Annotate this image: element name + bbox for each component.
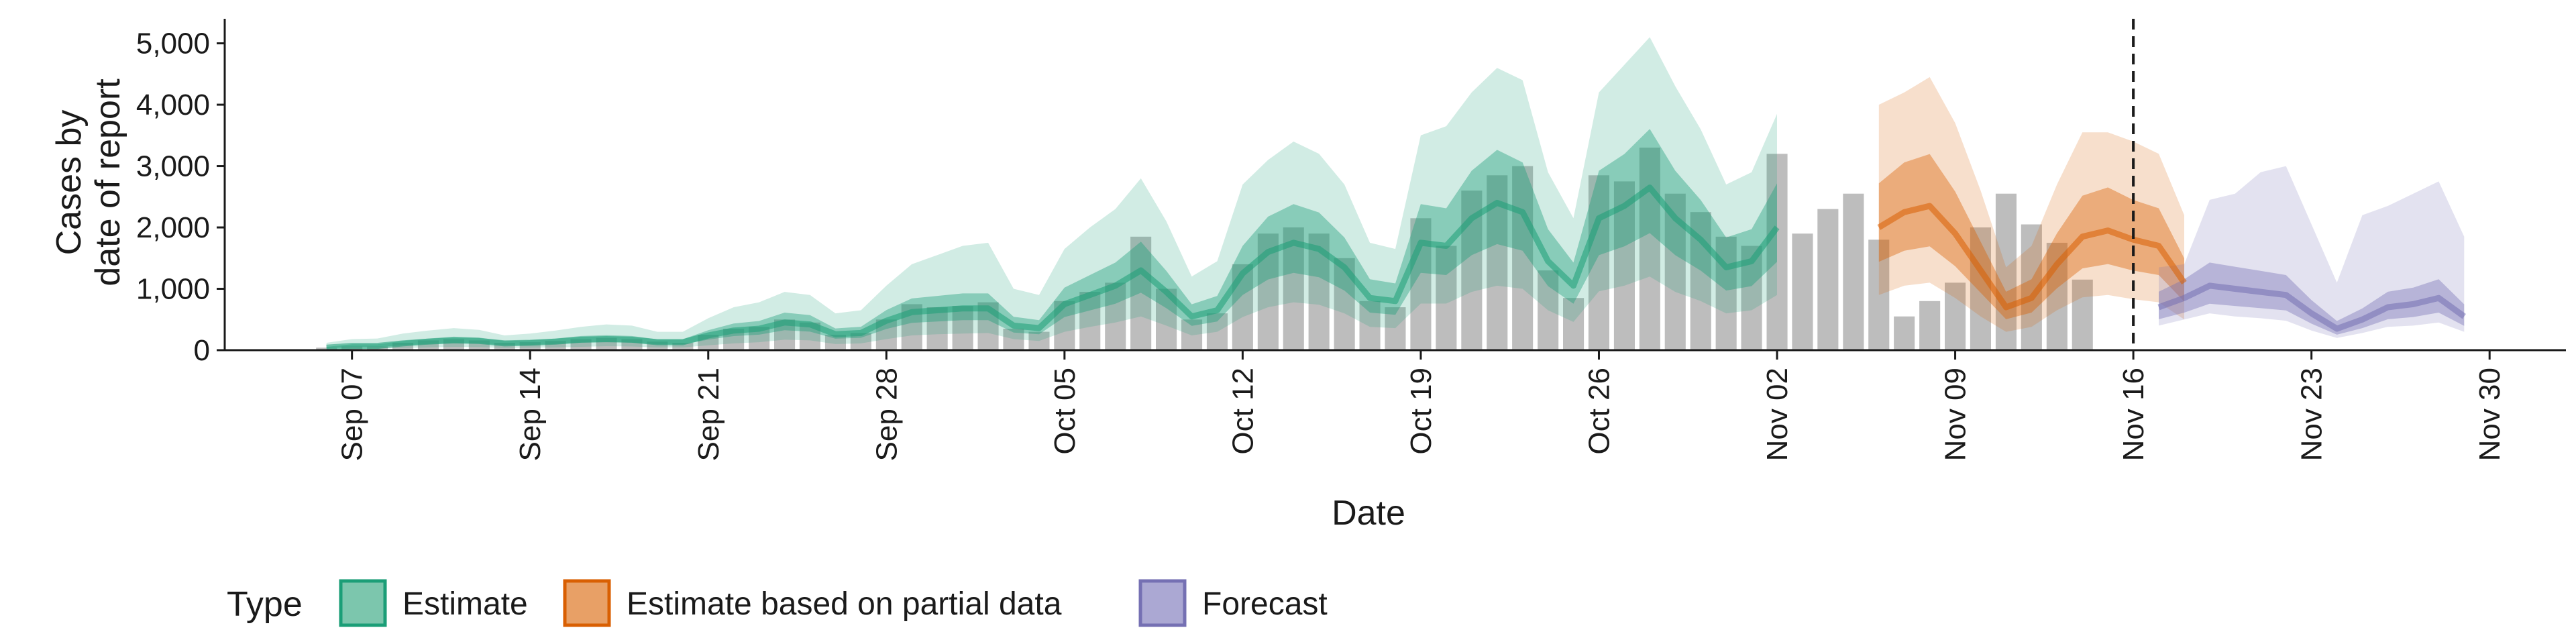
legend-swatch-partial	[563, 579, 611, 627]
legend-label-estimate: Estimate	[402, 586, 528, 622]
observed-bar	[494, 343, 515, 350]
observed-bar	[1843, 193, 1864, 350]
y-tick-label: 0	[194, 334, 210, 367]
y-tick-label: 1,000	[136, 273, 210, 306]
observed-bar	[952, 306, 973, 350]
observed-bar	[1028, 331, 1050, 350]
legend: Type Estimate Estimate based on partial da…	[227, 579, 1328, 627]
x-tick-label: Sep 21	[692, 368, 725, 461]
observed-bar	[824, 335, 846, 350]
y-axis-title: Cases bydate of report	[50, 78, 127, 286]
y-tick-label: 4,000	[136, 89, 210, 121]
x-tick-label: Nov 02	[1761, 368, 1794, 461]
forecast-inner-band	[2159, 262, 2465, 335]
observed-bar	[1919, 301, 1941, 350]
observed-bar	[926, 307, 948, 350]
y-axis-title-line: date of report	[89, 78, 127, 286]
observed-bar	[1003, 329, 1024, 350]
observed-bars	[316, 148, 2093, 351]
observed-bar	[1538, 270, 1559, 350]
observed-bar	[672, 343, 694, 350]
observed-bar	[1792, 233, 1813, 350]
median-lines	[326, 184, 2466, 351]
observed-bar	[1995, 193, 2017, 350]
x-tick-label: Nov 16	[2117, 368, 2150, 461]
x-tick-label: Sep 14	[514, 368, 547, 461]
legend-swatch-estimate	[339, 579, 387, 627]
observed-bar	[1079, 292, 1101, 350]
observed-bar	[1105, 282, 1126, 350]
y-axis-title-line: Cases by	[50, 110, 89, 256]
partial-outer-band	[1878, 76, 2184, 332]
x-axis-title: Date	[1332, 494, 1405, 533]
observed-bar	[1181, 319, 1203, 350]
forecast-outer-band	[2159, 166, 2465, 338]
partial-inner-band	[1878, 154, 2184, 319]
observed-bar	[392, 343, 414, 350]
observed-bar	[1945, 282, 1966, 350]
x-tick-label: Nov 23	[2296, 368, 2328, 461]
legend-label-forecast: Forecast	[1202, 586, 1328, 622]
observed-bar	[1588, 175, 1609, 350]
x-tick-label: Nov 09	[1939, 368, 1972, 461]
estimate-median-line	[326, 184, 1780, 351]
x-tick-label: Oct 19	[1405, 368, 1438, 455]
observed-bar	[1512, 166, 1534, 350]
x-tick-label: Oct 26	[1582, 368, 1615, 455]
x-tick-label: Oct 12	[1226, 368, 1259, 455]
partial-median-line	[1877, 203, 2187, 311]
observed-bar	[1359, 301, 1381, 350]
observed-bar	[1868, 239, 1890, 350]
x-tick-label: Sep 07	[336, 368, 369, 461]
x-tick-label: Nov 30	[2473, 368, 2506, 461]
observed-bar	[2072, 279, 2093, 350]
observed-bar	[1970, 227, 1991, 350]
legend-title: Type	[227, 585, 303, 624]
observed-bar	[1436, 246, 1457, 350]
y-tick-label: 2,000	[136, 211, 210, 244]
observed-bar	[1766, 154, 1788, 351]
observed-bar	[1817, 209, 1839, 350]
observed-bar	[1206, 313, 1228, 350]
forecast-median-line	[2157, 282, 2466, 332]
estimate-inner-band	[326, 129, 1778, 349]
observed-bar	[1130, 236, 1152, 350]
x-tick-label: Sep 28	[870, 368, 903, 461]
observed-bar	[519, 342, 541, 350]
observed-bar	[1639, 148, 1660, 350]
observed-bar	[1894, 316, 1915, 350]
x-tick-label: Oct 05	[1049, 368, 1081, 455]
legend-swatch-forecast	[1138, 579, 1187, 627]
observed-bar	[1385, 307, 1406, 350]
estimate-bands	[326, 37, 2465, 350]
y-tick-label: 5,000	[136, 28, 210, 60]
axes: 0 1,000 2,000 3,000 4,000 5,000 Sep 07 Sep 14 Se…	[50, 19, 2566, 533]
observed-bar	[1563, 298, 1585, 350]
observed-bar	[316, 347, 337, 350]
legend-label-partial: Estimate based on partial data	[627, 586, 1062, 622]
estimate-outer-band	[326, 37, 1778, 350]
y-tick-label: 3,000	[136, 150, 210, 183]
